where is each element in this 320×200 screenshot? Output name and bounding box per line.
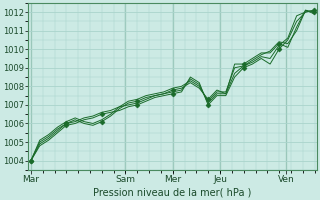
- X-axis label: Pression niveau de la mer( hPa ): Pression niveau de la mer( hPa ): [93, 187, 252, 197]
